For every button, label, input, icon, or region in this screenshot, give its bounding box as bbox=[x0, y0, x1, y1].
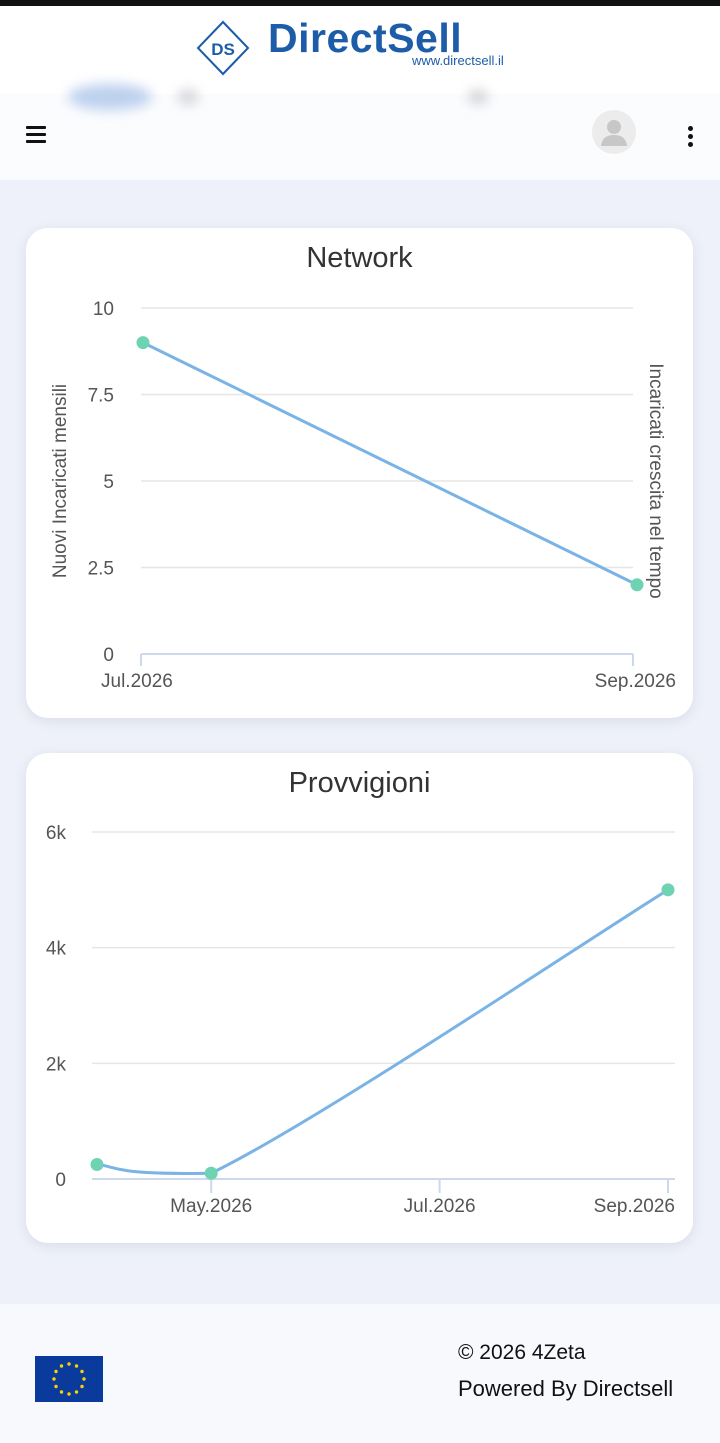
eu-star bbox=[54, 1384, 58, 1389]
powered-by-text: Powered By Directsell bbox=[458, 1376, 674, 1401]
y-tick-label: 5 bbox=[103, 472, 114, 493]
eu-star bbox=[74, 1364, 79, 1368]
x-tick-label: Sep.2026 bbox=[595, 671, 676, 692]
eu-star bbox=[59, 1364, 64, 1368]
series-line bbox=[96, 888, 669, 1175]
network-chart-title: Network bbox=[306, 242, 413, 274]
blurred-header-shape bbox=[178, 90, 198, 104]
network-chart: 0 2.5 5 7.5 10 Jul.2026 Sep.2026 Nuovi Incarica… bbox=[50, 299, 676, 692]
data-point bbox=[90, 1158, 104, 1172]
eu-star bbox=[74, 1390, 79, 1394]
eu-star bbox=[67, 1362, 71, 1366]
y-tick-label: 2.5 bbox=[88, 559, 114, 580]
y-tick-label: 6k bbox=[46, 823, 67, 844]
status-bar bbox=[0, 0, 720, 6]
y-tick-label: 7.5 bbox=[88, 386, 114, 407]
y2-axis-label: Incaricati crescita nel tempo bbox=[645, 363, 666, 599]
kebab-menu-icon[interactable] bbox=[686, 126, 696, 148]
eu-star bbox=[80, 1369, 84, 1374]
eu-star bbox=[54, 1369, 58, 1374]
series-line bbox=[142, 341, 638, 587]
eu-star bbox=[59, 1390, 64, 1394]
copyright-text: © 2026 4Zeta bbox=[458, 1341, 586, 1364]
brand-url[interactable]: www.directsell.il bbox=[412, 53, 504, 68]
eu-star bbox=[67, 1392, 71, 1396]
y-tick-label: 0 bbox=[103, 645, 114, 666]
data-point bbox=[630, 578, 644, 592]
blurred-header-shape bbox=[68, 84, 152, 110]
hamburger-icon[interactable] bbox=[26, 126, 46, 144]
provvigioni-chart-title: Provvigioni bbox=[288, 767, 431, 799]
brand-header bbox=[0, 6, 720, 94]
eu-star bbox=[82, 1377, 86, 1381]
data-point bbox=[204, 1166, 218, 1180]
x-tick-label: Jul.2026 bbox=[101, 671, 173, 692]
eu-flag-icon bbox=[35, 1356, 103, 1402]
blurred-header-shape bbox=[468, 90, 488, 104]
y-tick-label: 4k bbox=[46, 939, 67, 960]
data-point bbox=[661, 883, 675, 897]
eu-star bbox=[80, 1384, 84, 1389]
network-card: Network 0 2.5 5 7.5 10 Jul.2026 Sep.2026 Nuovi … bbox=[26, 228, 693, 718]
x-tick-label: Jul.2026 bbox=[404, 1196, 476, 1217]
provvigioni-card: Provvigioni 0 2k 4k 6k May.2026 Jul.2026 Sep.2… bbox=[26, 753, 693, 1243]
y-tick-label: 10 bbox=[93, 299, 114, 320]
user-avatar-icon[interactable] bbox=[592, 110, 636, 154]
x-tick-label: May.2026 bbox=[170, 1196, 252, 1217]
y-tick-label: 2k bbox=[46, 1054, 67, 1075]
x-tick-label: Sep.2026 bbox=[594, 1196, 675, 1217]
brand-name: DirectSell bbox=[268, 15, 463, 61]
y-axis-label: Nuovi Incaricati mensili bbox=[50, 384, 71, 578]
provvigioni-chart: 0 2k 4k 6k May.2026 Jul.2026 Sep.2026 bbox=[46, 823, 675, 1217]
footer: © 2026 4Zeta Powered By Directsell bbox=[0, 1304, 720, 1443]
data-point bbox=[136, 336, 150, 350]
directsell-logo-icon: DS bbox=[196, 20, 250, 76]
y-tick-label: 0 bbox=[55, 1170, 66, 1191]
eu-star bbox=[52, 1377, 56, 1381]
logo-mark-text: DS bbox=[211, 40, 235, 59]
